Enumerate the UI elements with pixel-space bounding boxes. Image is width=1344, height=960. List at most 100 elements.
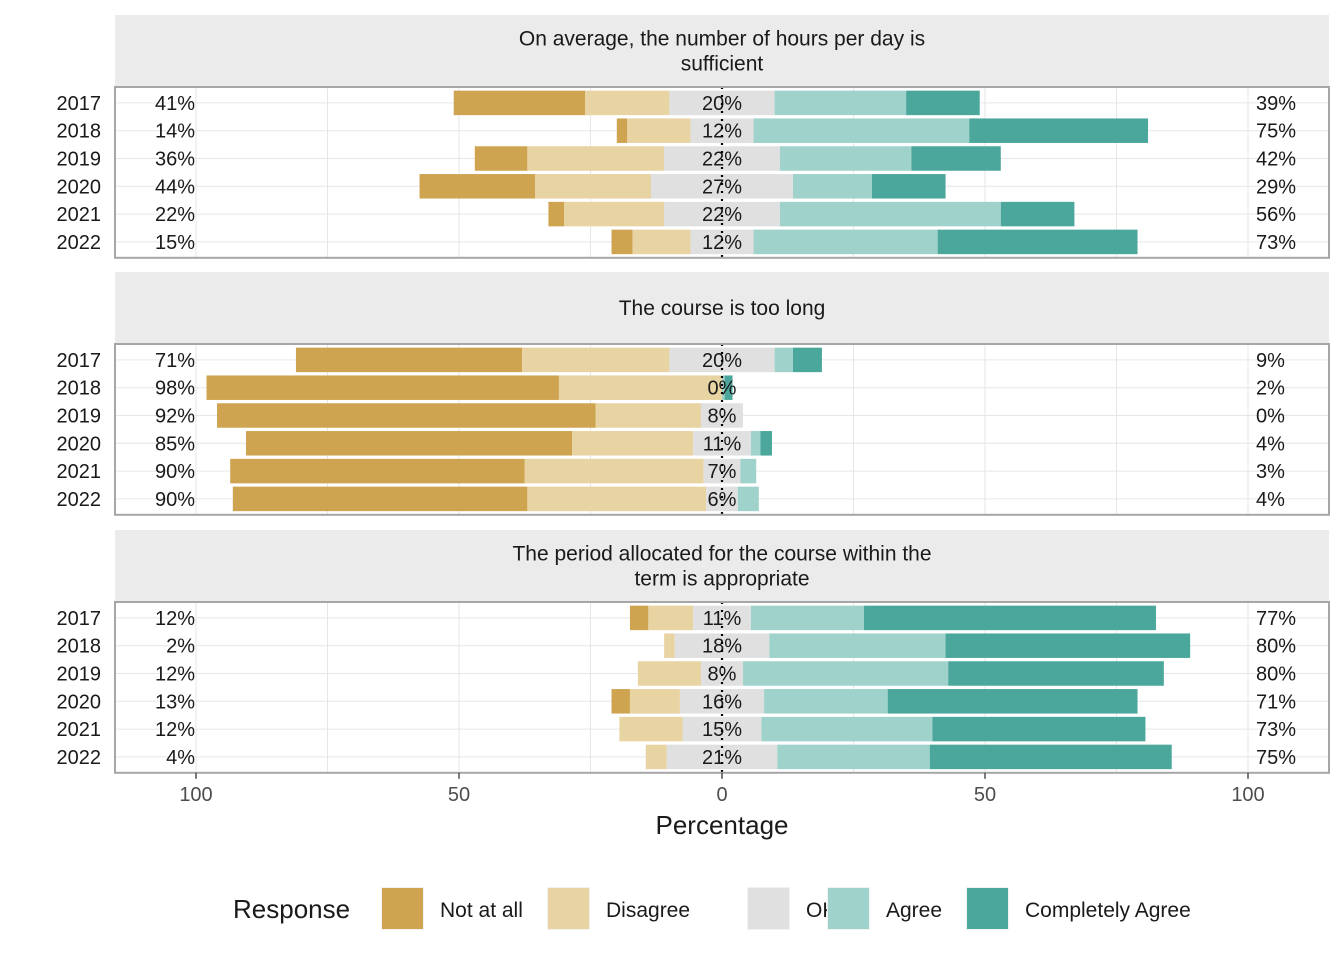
panel-title-line: The period allocated for the course with…	[512, 543, 931, 566]
panel-border	[114, 86, 1330, 259]
x-tick-label: 50	[448, 784, 470, 806]
negative-percent-label: 13%	[155, 691, 195, 713]
negative-percent-label: 2%	[166, 636, 195, 658]
bar-not-at-all	[217, 403, 596, 428]
panels: On average, the number of hours per day …	[57, 15, 1330, 774]
bar-completely-agree	[887, 689, 1138, 714]
positive-percent-label: 42%	[1256, 149, 1296, 171]
bar-agree	[722, 375, 725, 400]
negative-percent-label: 92%	[155, 406, 195, 428]
panel-header	[115, 530, 1329, 602]
bar-disagree	[527, 146, 665, 171]
negative-percent-label: 12%	[155, 664, 195, 686]
bar-agree	[777, 744, 930, 770]
bar-completely-agree	[1000, 201, 1075, 227]
bar-not-at-all	[206, 375, 559, 400]
panel-header	[115, 272, 1329, 344]
negative-percent-label: 44%	[155, 176, 195, 198]
neutral-percent-label: 27%	[702, 176, 742, 198]
positive-percent-label: 2%	[1256, 378, 1285, 400]
year-label: 2021	[57, 204, 102, 226]
bar-ok	[690, 118, 754, 143]
panel-title-line: On average, the number of hours per day …	[519, 28, 925, 51]
bar-disagree	[524, 458, 704, 484]
year-label: 2018	[57, 121, 102, 143]
negative-percent-label: 12%	[155, 608, 195, 630]
positive-percent-label: 80%	[1256, 636, 1296, 658]
x-tick-label: 50	[974, 784, 996, 806]
bar-not-at-all	[453, 90, 586, 116]
year-label: 2017	[57, 608, 102, 630]
bar-not-at-all	[611, 229, 633, 255]
bar-disagree	[595, 403, 701, 428]
negative-percent-label: 14%	[155, 121, 195, 143]
year-label: 2021	[57, 461, 102, 483]
legend-swatch-agree	[828, 888, 869, 929]
legend-label: Agree	[886, 899, 942, 922]
positive-percent-label: 77%	[1256, 608, 1296, 630]
bar-completely-agree	[911, 146, 1001, 171]
x-tick-label: 100	[179, 784, 212, 806]
bar-agree	[753, 118, 970, 143]
bar-agree	[761, 716, 933, 742]
bar-completely-agree	[948, 661, 1164, 686]
bar-ok	[700, 661, 744, 686]
bar-not-at-all	[611, 689, 630, 714]
negative-percent-label: 22%	[155, 204, 195, 226]
panel-3: The period allocated for the course with…	[57, 530, 1330, 774]
bar-not-at-all	[295, 347, 523, 373]
negative-percent-label: 98%	[155, 378, 195, 400]
bar-completely-agree	[793, 347, 822, 373]
neutral-percent-label: 21%	[702, 747, 742, 769]
bar-agree	[774, 347, 794, 373]
legend-swatch-not-at-all	[382, 888, 423, 929]
bar-ok	[674, 633, 770, 658]
bar-not-at-all	[245, 431, 573, 456]
bar-ok	[666, 744, 778, 770]
bar-agree	[737, 486, 759, 512]
bar-completely-agree	[906, 90, 980, 116]
negative-percent-label: 36%	[155, 149, 195, 171]
positive-percent-label: 9%	[1256, 350, 1285, 372]
legend-label: Not at all	[440, 899, 523, 922]
bar-completely-agree	[932, 716, 1146, 742]
year-label: 2020	[57, 691, 102, 713]
year-label: 2022	[57, 747, 102, 769]
bar-disagree	[527, 486, 707, 512]
legend-label: Disagree	[606, 899, 690, 922]
bar-disagree	[572, 431, 694, 456]
legend-swatch-completely-agree	[967, 888, 1008, 929]
bar-not-at-all	[419, 174, 536, 199]
bar-disagree	[632, 229, 691, 255]
legend: Response Not at all Disagree OK Agree Comple…	[233, 887, 1191, 930]
bar-ok	[693, 431, 751, 456]
bar-agree	[740, 458, 757, 484]
negative-percent-label: 4%	[166, 747, 195, 769]
negative-percent-label: 15%	[155, 232, 195, 254]
bar-not-at-all	[616, 118, 628, 143]
bar-completely-agree	[969, 118, 1149, 143]
neutral-percent-label: 0%	[708, 378, 737, 400]
negative-percent-label: 12%	[155, 719, 195, 741]
bar-agree	[750, 431, 761, 456]
bar-agree	[774, 90, 907, 116]
positive-percent-label: 75%	[1256, 747, 1296, 769]
negative-percent-label: 41%	[155, 93, 195, 115]
bar-disagree	[522, 347, 670, 373]
x-tick-label: 100	[1231, 784, 1264, 806]
bar-not-at-all	[548, 201, 565, 227]
negative-percent-label: 90%	[155, 489, 195, 511]
year-label: 2017	[57, 93, 102, 115]
bar-disagree	[648, 605, 694, 631]
year-label: 2020	[57, 176, 102, 198]
bar-ok	[700, 403, 744, 428]
year-label: 2022	[57, 232, 102, 254]
legend-swatch-ok	[748, 888, 789, 929]
neutral-percent-label: 12%	[702, 232, 742, 254]
legend-title: Response	[233, 894, 350, 924]
year-label: 2019	[57, 149, 102, 171]
bar-disagree	[585, 90, 670, 116]
bar-ok	[664, 146, 780, 171]
